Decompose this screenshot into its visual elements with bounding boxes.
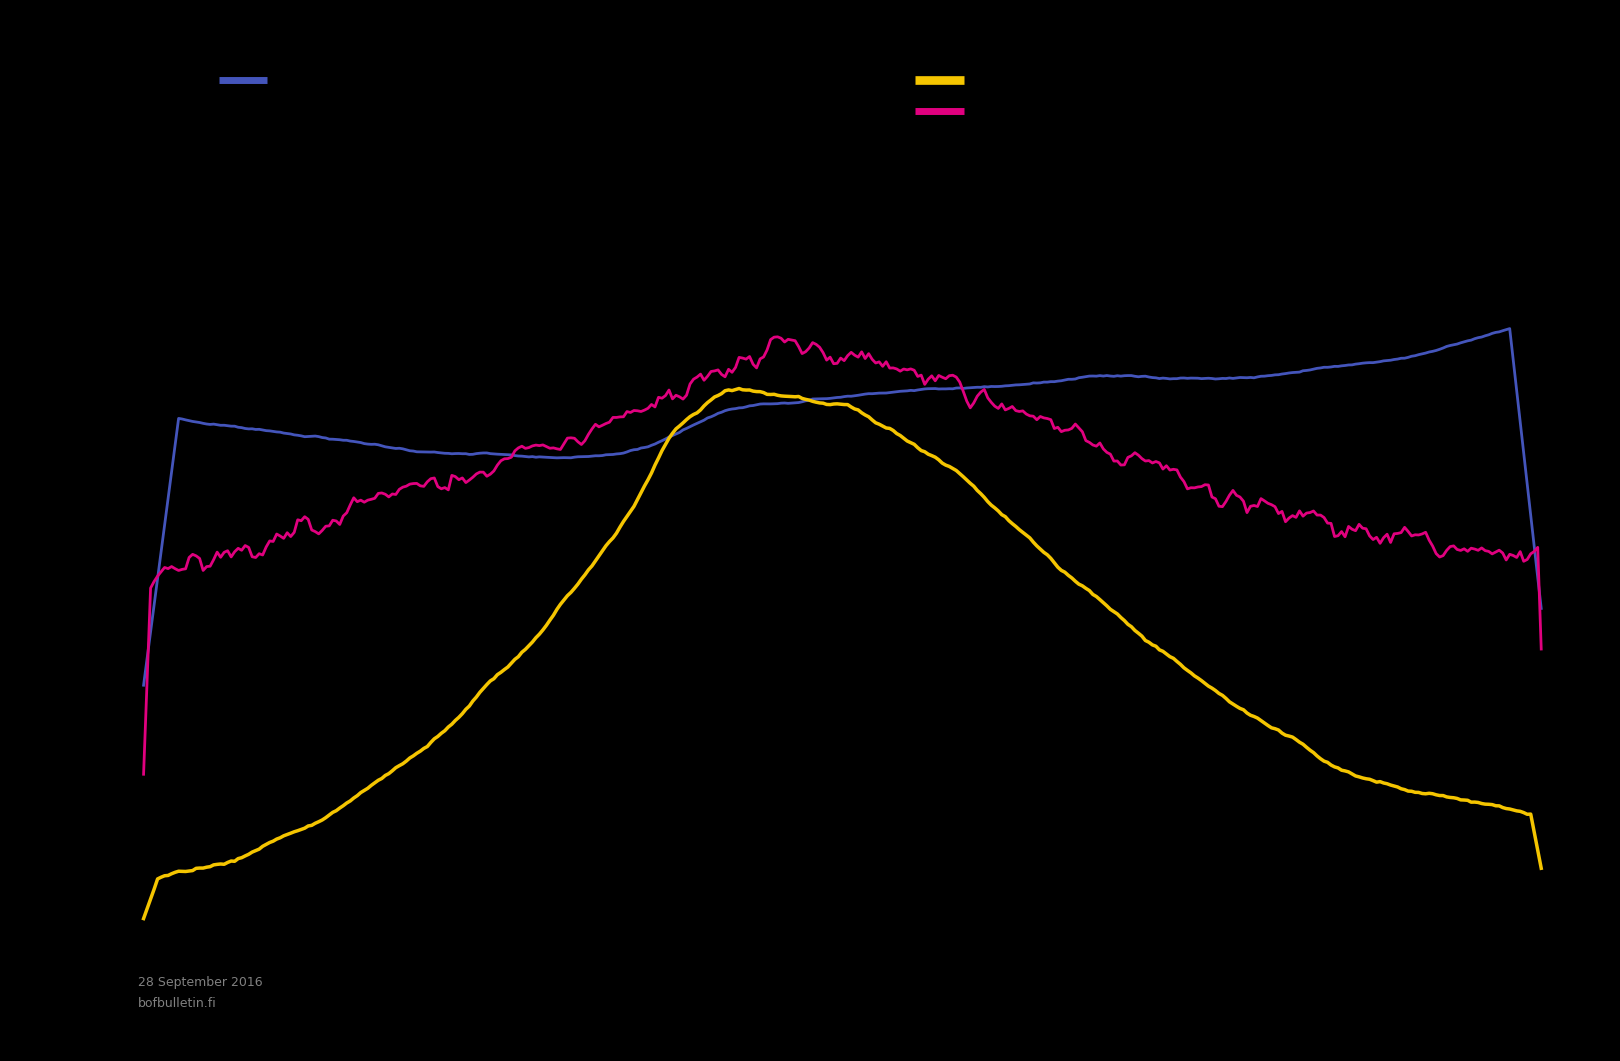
Text: bofbulletin.fi: bofbulletin.fi bbox=[138, 997, 217, 1010]
Text: 28 September 2016: 28 September 2016 bbox=[138, 976, 262, 989]
